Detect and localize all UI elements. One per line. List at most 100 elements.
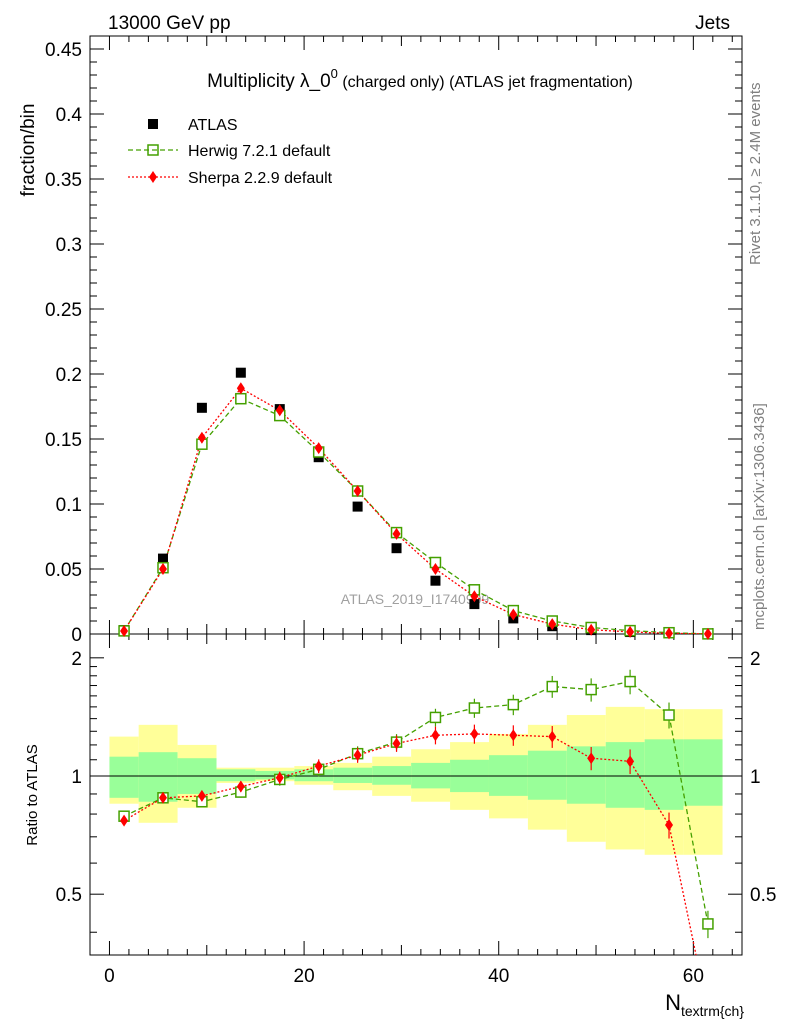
y-tick-label: 0.35 xyxy=(45,170,82,191)
sherpa-ratio-point xyxy=(275,771,284,784)
legend-label: ATLAS xyxy=(188,117,238,134)
ratio-tick-label: 0.5 xyxy=(750,885,776,906)
atlas-point xyxy=(391,543,402,554)
sherpa-ratio-point xyxy=(314,760,323,773)
x-axis-label-main: N xyxy=(665,990,681,1015)
ratio-tick-label: 1 xyxy=(750,767,761,788)
header-right: Jets xyxy=(695,13,730,34)
sherpa-point xyxy=(275,404,284,417)
sherpa-point xyxy=(470,590,479,603)
legend-marker-atlas xyxy=(148,119,158,129)
y-tick-label: 0.45 xyxy=(45,40,82,61)
sherpa-ratio-point xyxy=(353,749,362,762)
y-tick-label: 0.3 xyxy=(56,235,82,256)
ratio-bands xyxy=(109,706,723,855)
sherpa-ratio-point xyxy=(665,819,674,832)
sherpa-ratio-point xyxy=(509,729,518,742)
sherpa-point xyxy=(197,431,206,444)
atlas-point xyxy=(469,599,480,610)
x-axis-label: Ntextrm{ch} xyxy=(665,990,744,1019)
sherpa-point xyxy=(548,618,557,631)
series-line-ratio xyxy=(123,733,697,955)
band-inner xyxy=(109,756,139,798)
series-line-ratio xyxy=(123,680,709,925)
atlas-point xyxy=(430,575,441,586)
y-tick-label: 0.05 xyxy=(45,560,82,581)
ratio-tick-label: 2 xyxy=(71,649,82,670)
sherpa-point xyxy=(703,627,712,640)
herwig-ratio-point xyxy=(702,918,714,930)
sherpa-ratio-point xyxy=(470,727,479,740)
chart-title-main: Multiplicity λ_0 xyxy=(207,71,331,92)
band-inner xyxy=(372,766,412,785)
atlas-point xyxy=(352,501,363,512)
sherpa-point xyxy=(392,527,401,540)
x-axis-label-sub: textrm{ch} xyxy=(681,1003,744,1019)
sherpa-ratio-point xyxy=(548,730,557,743)
sherpa-point xyxy=(665,627,674,640)
y-tick-label: 0.25 xyxy=(45,300,82,321)
herwig-ratio-point xyxy=(585,683,597,696)
band-inner xyxy=(294,769,334,782)
series-line-main xyxy=(123,387,708,634)
herwig-point xyxy=(235,392,247,405)
y-tick-label: 0.4 xyxy=(56,105,83,126)
x-tick-label: 20 xyxy=(294,966,315,987)
sherpa-point xyxy=(158,563,167,575)
atlas-point xyxy=(196,402,207,413)
sherpa-point xyxy=(120,625,129,638)
sherpa-ratio-point xyxy=(197,789,206,802)
herwig-ratio-point xyxy=(429,711,442,724)
band-inner xyxy=(605,742,645,808)
sherpa-ratio-point xyxy=(158,791,167,804)
sherpa-ratio-point xyxy=(587,752,596,765)
watermark: ATLAS_2019_I1740909 xyxy=(341,591,490,607)
legend-label: Herwig 7.2.1 default xyxy=(188,143,331,160)
herwig-ratio-point xyxy=(624,675,636,688)
series-lines xyxy=(123,387,709,955)
header-left: 13000 GeV pp xyxy=(108,13,231,34)
ratio-tick-label: 2 xyxy=(750,649,761,670)
herwig-ratio-point xyxy=(507,698,520,711)
sherpa-point xyxy=(314,442,323,455)
sherpa-point xyxy=(236,382,245,395)
series-line-main xyxy=(123,397,708,634)
x-tick-label: 60 xyxy=(683,966,704,987)
sherpa-ratio-point xyxy=(120,814,129,827)
sherpa-point xyxy=(587,623,596,636)
chart-title-sup: 0 xyxy=(331,66,338,81)
rivet-label: Rivet 3.1.10, ≥ 2.4M events xyxy=(747,83,764,266)
y-tick-label: 0.15 xyxy=(45,430,82,451)
sherpa-ratio-point xyxy=(626,755,635,768)
herwig-ratio-point xyxy=(663,709,675,721)
y-tick-label: 0 xyxy=(71,625,82,646)
y-tick-label: 0.2 xyxy=(56,365,82,386)
band-inner xyxy=(216,769,256,782)
sherpa-point xyxy=(431,563,440,575)
ratio-axis-label: Ratio to ATLAS xyxy=(24,744,41,845)
chart-title: Multiplicity λ_00 (charged only) (ATLAS … xyxy=(207,66,633,92)
y-tick-label: 0.1 xyxy=(56,495,82,516)
y-axis-label: fraction/bin xyxy=(18,104,39,197)
sherpa-ratio-point xyxy=(431,729,440,742)
sherpa-ratio-point xyxy=(392,737,401,750)
ratio-tick-label: 0.5 xyxy=(56,885,82,906)
herwig-ratio-point xyxy=(468,702,481,714)
ratio-frame xyxy=(89,633,743,956)
sherpa-point xyxy=(509,608,518,621)
band-inner xyxy=(683,739,723,806)
data-marks xyxy=(118,119,714,939)
x-tick-label: 0 xyxy=(104,966,115,987)
ratio-tick-label: 1 xyxy=(71,767,82,788)
legend: ATLAS Herwig 7.2.1 default Sherpa 2.2.9 de… xyxy=(128,117,333,187)
sherpa-ratio-point xyxy=(236,780,245,793)
legend-label: Sherpa 2.2.9 default xyxy=(188,170,333,187)
x-tick-label: 40 xyxy=(488,966,509,987)
band-inner xyxy=(644,739,684,810)
sherpa-point xyxy=(353,485,362,497)
chart-title-tail: (charged only) (ATLAS jet fragmentation) xyxy=(338,74,633,91)
band-inner xyxy=(333,767,373,783)
herwig-ratio-point xyxy=(546,680,558,693)
band-inner xyxy=(527,750,567,800)
